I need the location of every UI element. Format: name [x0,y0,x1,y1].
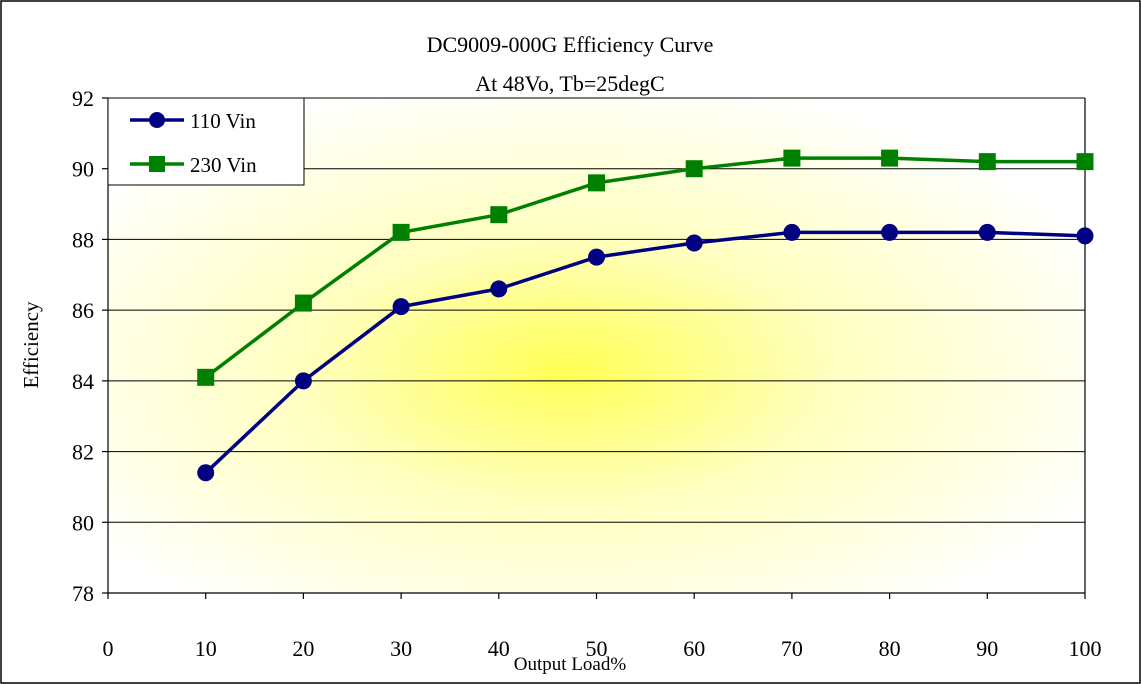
x-tick-label: 80 [879,636,901,661]
y-tick-label: 88 [72,227,94,252]
data-point-230-vin [783,149,801,167]
series-line-230-vin [204,156,1085,379]
data-point-230-vin [881,149,899,167]
data-point-110-vin [685,234,703,252]
y-tick-label: 92 [72,86,94,111]
data-point-110-vin [197,464,215,482]
y-axis-label: Efficiency [19,301,43,389]
tick-labels: 78 80 82 84 86 88 90 92 0 10 20 30 40 50 60 70 80 90 100 [72,86,1102,661]
data-point-110-vin [783,223,801,241]
x-tick-label: 50 [586,636,608,661]
data-point-230-vin [197,368,215,386]
data-point-230-vin [685,160,703,178]
legend-marker-230vin [149,156,165,172]
x-tick-label: 40 [488,636,510,661]
data-point-230-vin [1076,153,1094,171]
y-tick-label: 84 [72,369,94,394]
legend-label-230vin: 230 Vin [190,153,257,177]
x-axis-label: Output Load% [514,654,627,675]
data-point-110-vin [978,223,996,241]
x-tick-label: 90 [976,636,998,661]
series-group [197,149,1094,482]
y-tick-label: 80 [72,510,94,535]
series-line-110-vin [204,230,1086,475]
y-tick-label: 78 [72,581,94,606]
data-point-230-vin [588,174,605,192]
data-point-230-vin [392,223,410,241]
x-tick-label: 0 [103,636,114,661]
chart-subtitle: At 48Vo, Tb=25degC [475,71,664,96]
data-point-110-vin [490,280,508,298]
x-tick-label: 30 [390,636,412,661]
data-point-110-vin [1076,227,1094,245]
data-point-230-vin [490,206,508,224]
x-tick-label: 10 [195,636,217,661]
y-tick-label: 90 [72,157,94,182]
x-tick-label: 70 [781,636,803,661]
chart-title: DC9009-000G Efficiency Curve [427,32,714,57]
legend-marker-110vin [149,112,165,128]
legend-label-110vin: 110 Vin [190,109,256,133]
x-tick-label: 20 [292,636,314,661]
data-point-110-vin [294,372,312,390]
x-tick-label: 60 [683,636,705,661]
legend-box [107,97,305,186]
data-point-230-vin [294,294,312,312]
data-point-230-vin [978,153,996,171]
y-tick-label: 86 [72,298,94,323]
x-tick-label: 100 [1069,636,1102,661]
data-point-110-vin [881,223,899,241]
legend: 110 Vin 230 Vin [107,97,305,186]
y-tick-label: 82 [72,440,94,465]
data-point-110-vin [588,248,605,266]
data-point-110-vin [392,298,410,316]
